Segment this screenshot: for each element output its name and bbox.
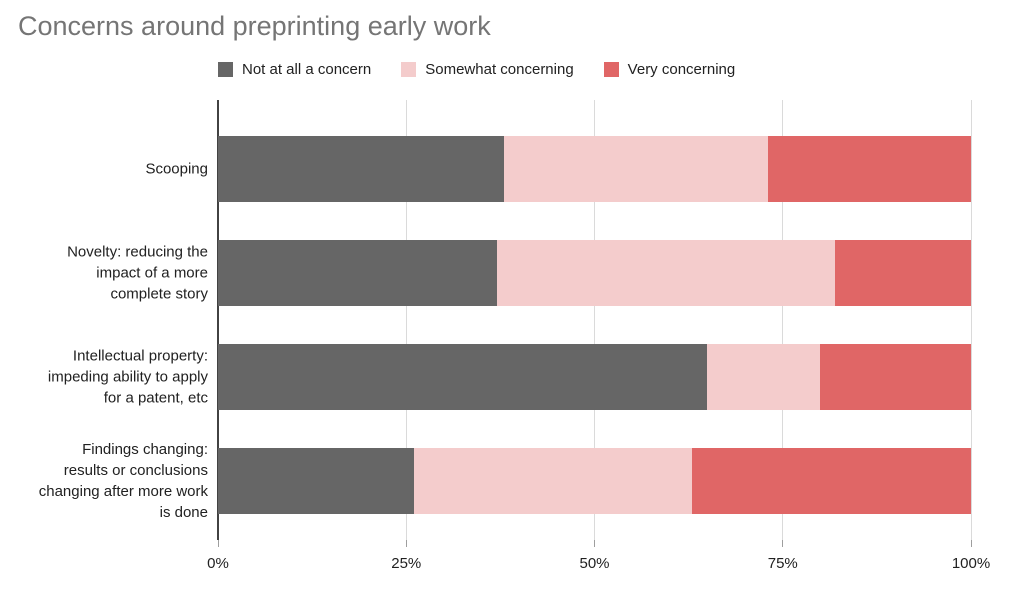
bar-segment — [496, 240, 836, 306]
bar-segment — [413, 448, 693, 514]
category-label-line: for a patent, etc — [103, 389, 208, 407]
bar-segment — [692, 448, 971, 514]
legend-swatch-icon — [603, 62, 619, 77]
legend-label: Somewhat concerning — [425, 61, 574, 78]
legend-swatch-icon — [218, 62, 233, 77]
category-label: Findings changing: results or conclusions… — [8, 439, 208, 523]
gridline — [594, 100, 595, 540]
category-label-line: Intellectual property: — [72, 347, 208, 365]
category-label-line: impact of a more — [96, 264, 208, 282]
bar-row — [218, 448, 971, 514]
legend-item: Not at all a concern — [218, 61, 371, 78]
x-axis-tick — [405, 540, 407, 547]
x-axis-tick-label: 25% — [391, 555, 422, 572]
category-label-line: Findings changing: — [82, 441, 208, 458]
gridline — [405, 100, 407, 540]
x-axis-tick — [594, 540, 595, 547]
category-label-line: changing after more work — [38, 483, 208, 500]
chart-title: Concerns around preprinting early work — [18, 11, 491, 41]
category-label-line: results or conclusions — [63, 462, 208, 479]
bar-segment — [504, 136, 768, 202]
x-axis-tick — [782, 540, 784, 547]
legend-label: Very concerning — [627, 61, 736, 78]
x-axis-tick-label: 50% — [579, 555, 610, 572]
bar-row — [218, 136, 971, 202]
x-axis-tick-label: 0% — [207, 555, 229, 572]
bar-segment — [707, 344, 821, 410]
bar-segment — [218, 448, 414, 514]
legend-item: Very concerning — [603, 61, 736, 78]
x-axis-tick — [970, 540, 972, 547]
legend-label: Not at all a concern — [242, 61, 372, 78]
x-axis-tick-label: 100% — [951, 555, 991, 572]
bar-segment — [218, 344, 708, 410]
bar-segment — [218, 136, 505, 202]
category-label-line: Scooping — [145, 160, 208, 178]
plot-area — [217, 100, 972, 540]
bar-segment — [767, 136, 971, 202]
gridline — [217, 100, 219, 540]
category-label-line: complete story — [110, 285, 208, 303]
category-label-line: impeding ability to apply — [47, 368, 208, 386]
category-label: Scooping — [8, 159, 208, 180]
legend-item: Somewhat concerning — [401, 61, 574, 78]
x-axis-tick-label: 75% — [767, 555, 798, 572]
category-label-line: is done — [159, 504, 208, 521]
legend: Not at all a concern Somewhat concerning V… — [218, 61, 735, 78]
gridline — [970, 100, 972, 540]
gridline — [782, 100, 784, 540]
x-axis-tick — [217, 540, 219, 547]
bar-segment — [218, 240, 497, 306]
bar-segment — [835, 240, 971, 306]
bar-row — [218, 344, 971, 410]
bar-row — [218, 240, 971, 306]
category-label: Novelty: reducing the impact of a more com… — [8, 242, 208, 305]
bar-segment — [820, 344, 971, 410]
legend-swatch-icon — [401, 62, 417, 77]
category-label: Intellectual property: impeding ability t… — [8, 346, 208, 409]
category-label-line: Novelty: reducing the — [67, 243, 208, 261]
